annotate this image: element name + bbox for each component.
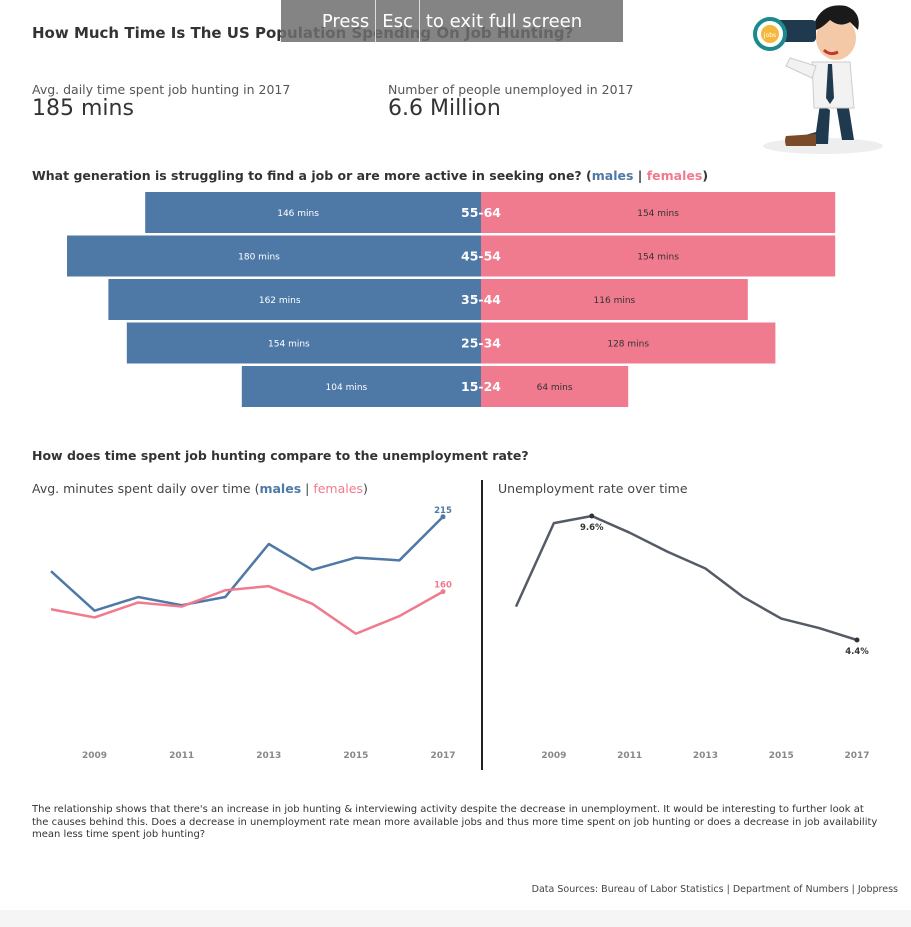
minutes-chart-legend-males: males (259, 481, 302, 496)
series-line-males (50, 515, 444, 612)
kpi-time-label: Avg. daily time spent job hunting in 201… (32, 82, 291, 97)
x-tick-label: 2009 (82, 751, 107, 761)
unemployment-line-chart: 9.6% 4.4% 2009 2011 2013 2015 2017 (514, 513, 870, 761)
kpi-unemployed-label: Number of people unemployed in 2017 (388, 82, 634, 97)
unemployment-chart-title: Unemployment rate over time (498, 481, 688, 496)
age-group-label: 35-44 (461, 292, 501, 307)
male-bar (108, 279, 482, 320)
minutes-chart-title-prefix: Avg. minutes spent daily over time ( (32, 481, 260, 496)
minutes-chart-legend-females: females (313, 481, 363, 496)
minutes-chart-legend-sep: | (305, 481, 310, 496)
age-group-label: 55-64 (461, 205, 501, 220)
esc-key-badge: Esc (375, 0, 420, 42)
exit-fullscreen-banner[interactable]: Press Esc to exit full screen (281, 0, 623, 42)
x-tick-label: 2015 (769, 751, 794, 761)
male-bar (126, 322, 482, 364)
age-group-label: 15-24 (461, 379, 501, 394)
female-bar-label: 154 mins (637, 253, 679, 263)
minutes-line-chart: 215 160 2009 2011 2013 2015 2017 (50, 506, 456, 761)
footnote-text: The relationship shows that there's an i… (32, 804, 878, 840)
female-bar-label: 154 mins (637, 209, 679, 219)
annotated-point (440, 514, 446, 520)
male-bar (241, 366, 481, 407)
male-bar-label: 154 mins (268, 340, 310, 350)
x-tick-label: 2013 (693, 751, 718, 761)
female-bar-label: 64 mins (537, 383, 573, 393)
man-with-binoculars-illustration: jobs (753, 5, 883, 154)
female-bar-label: 128 mins (607, 340, 649, 350)
x-tick-label: 2017 (430, 751, 455, 761)
annotated-point (854, 637, 860, 643)
female-bar-label: 116 mins (594, 296, 636, 306)
female-bar (481, 235, 836, 277)
kpi-time-value: 185 mins (32, 96, 134, 121)
x-tick-label: 2017 (844, 751, 869, 761)
chart-divider (481, 480, 483, 770)
minutes-chart-title: Avg. minutes spent daily over time (male… (32, 481, 368, 496)
x-tick-label: 2015 (343, 751, 368, 761)
age-group-label: 45-54 (461, 249, 501, 264)
annotated-point (589, 513, 595, 519)
annotated-point (440, 589, 446, 595)
generation-heading-text: What generation is struggling to find a … (32, 168, 582, 183)
data-label: 9.6% (580, 523, 604, 533)
male-bar-label: 180 mins (238, 253, 280, 263)
female-bar (481, 322, 776, 364)
generation-heading: What generation is struggling to find a … (32, 168, 708, 183)
legend-females: females (646, 168, 703, 183)
series-line-unemployment-rate (514, 514, 858, 642)
male-bar (67, 235, 481, 277)
legend-close: ) (702, 168, 709, 183)
banner-rest-text: to exit full screen (425, 10, 583, 32)
male-bar (145, 192, 481, 233)
kpi-unemployed-value: 6.6 Million (388, 96, 501, 121)
female-bar (481, 192, 836, 233)
bottom-strip (0, 910, 911, 927)
female-bar (481, 279, 748, 320)
illustration-badge-text: jobs (763, 32, 776, 39)
data-label: 215 (434, 506, 452, 516)
minutes-chart-title-suffix: ) (362, 481, 368, 496)
series-line-females (50, 584, 444, 636)
female-bar (481, 366, 629, 407)
banner-press-text: Press (321, 10, 370, 32)
male-bar-label: 162 mins (259, 296, 301, 306)
legend-open: ( (586, 168, 592, 183)
x-tick-label: 2009 (541, 751, 566, 761)
data-label: 4.4% (845, 647, 869, 657)
data-sources: Data Sources: Bureau of Labor Statistics… (531, 884, 898, 895)
male-bar-label: 104 mins (326, 383, 368, 393)
comparison-heading: How does time spent job hunting compare … (32, 448, 529, 463)
legend-separator: | (637, 168, 643, 183)
male-bar-label: 146 mins (277, 209, 319, 219)
x-tick-label: 2011 (169, 751, 194, 761)
x-tick-label: 2011 (617, 751, 642, 761)
age-group-label: 25-34 (461, 336, 501, 351)
legend-males: males (591, 168, 634, 183)
data-label: 160 (434, 581, 452, 591)
x-tick-label: 2013 (256, 751, 281, 761)
generation-butterfly-chart: 146 mins 154 mins 55-64 180 mins 154 mins 45-… (67, 192, 836, 407)
